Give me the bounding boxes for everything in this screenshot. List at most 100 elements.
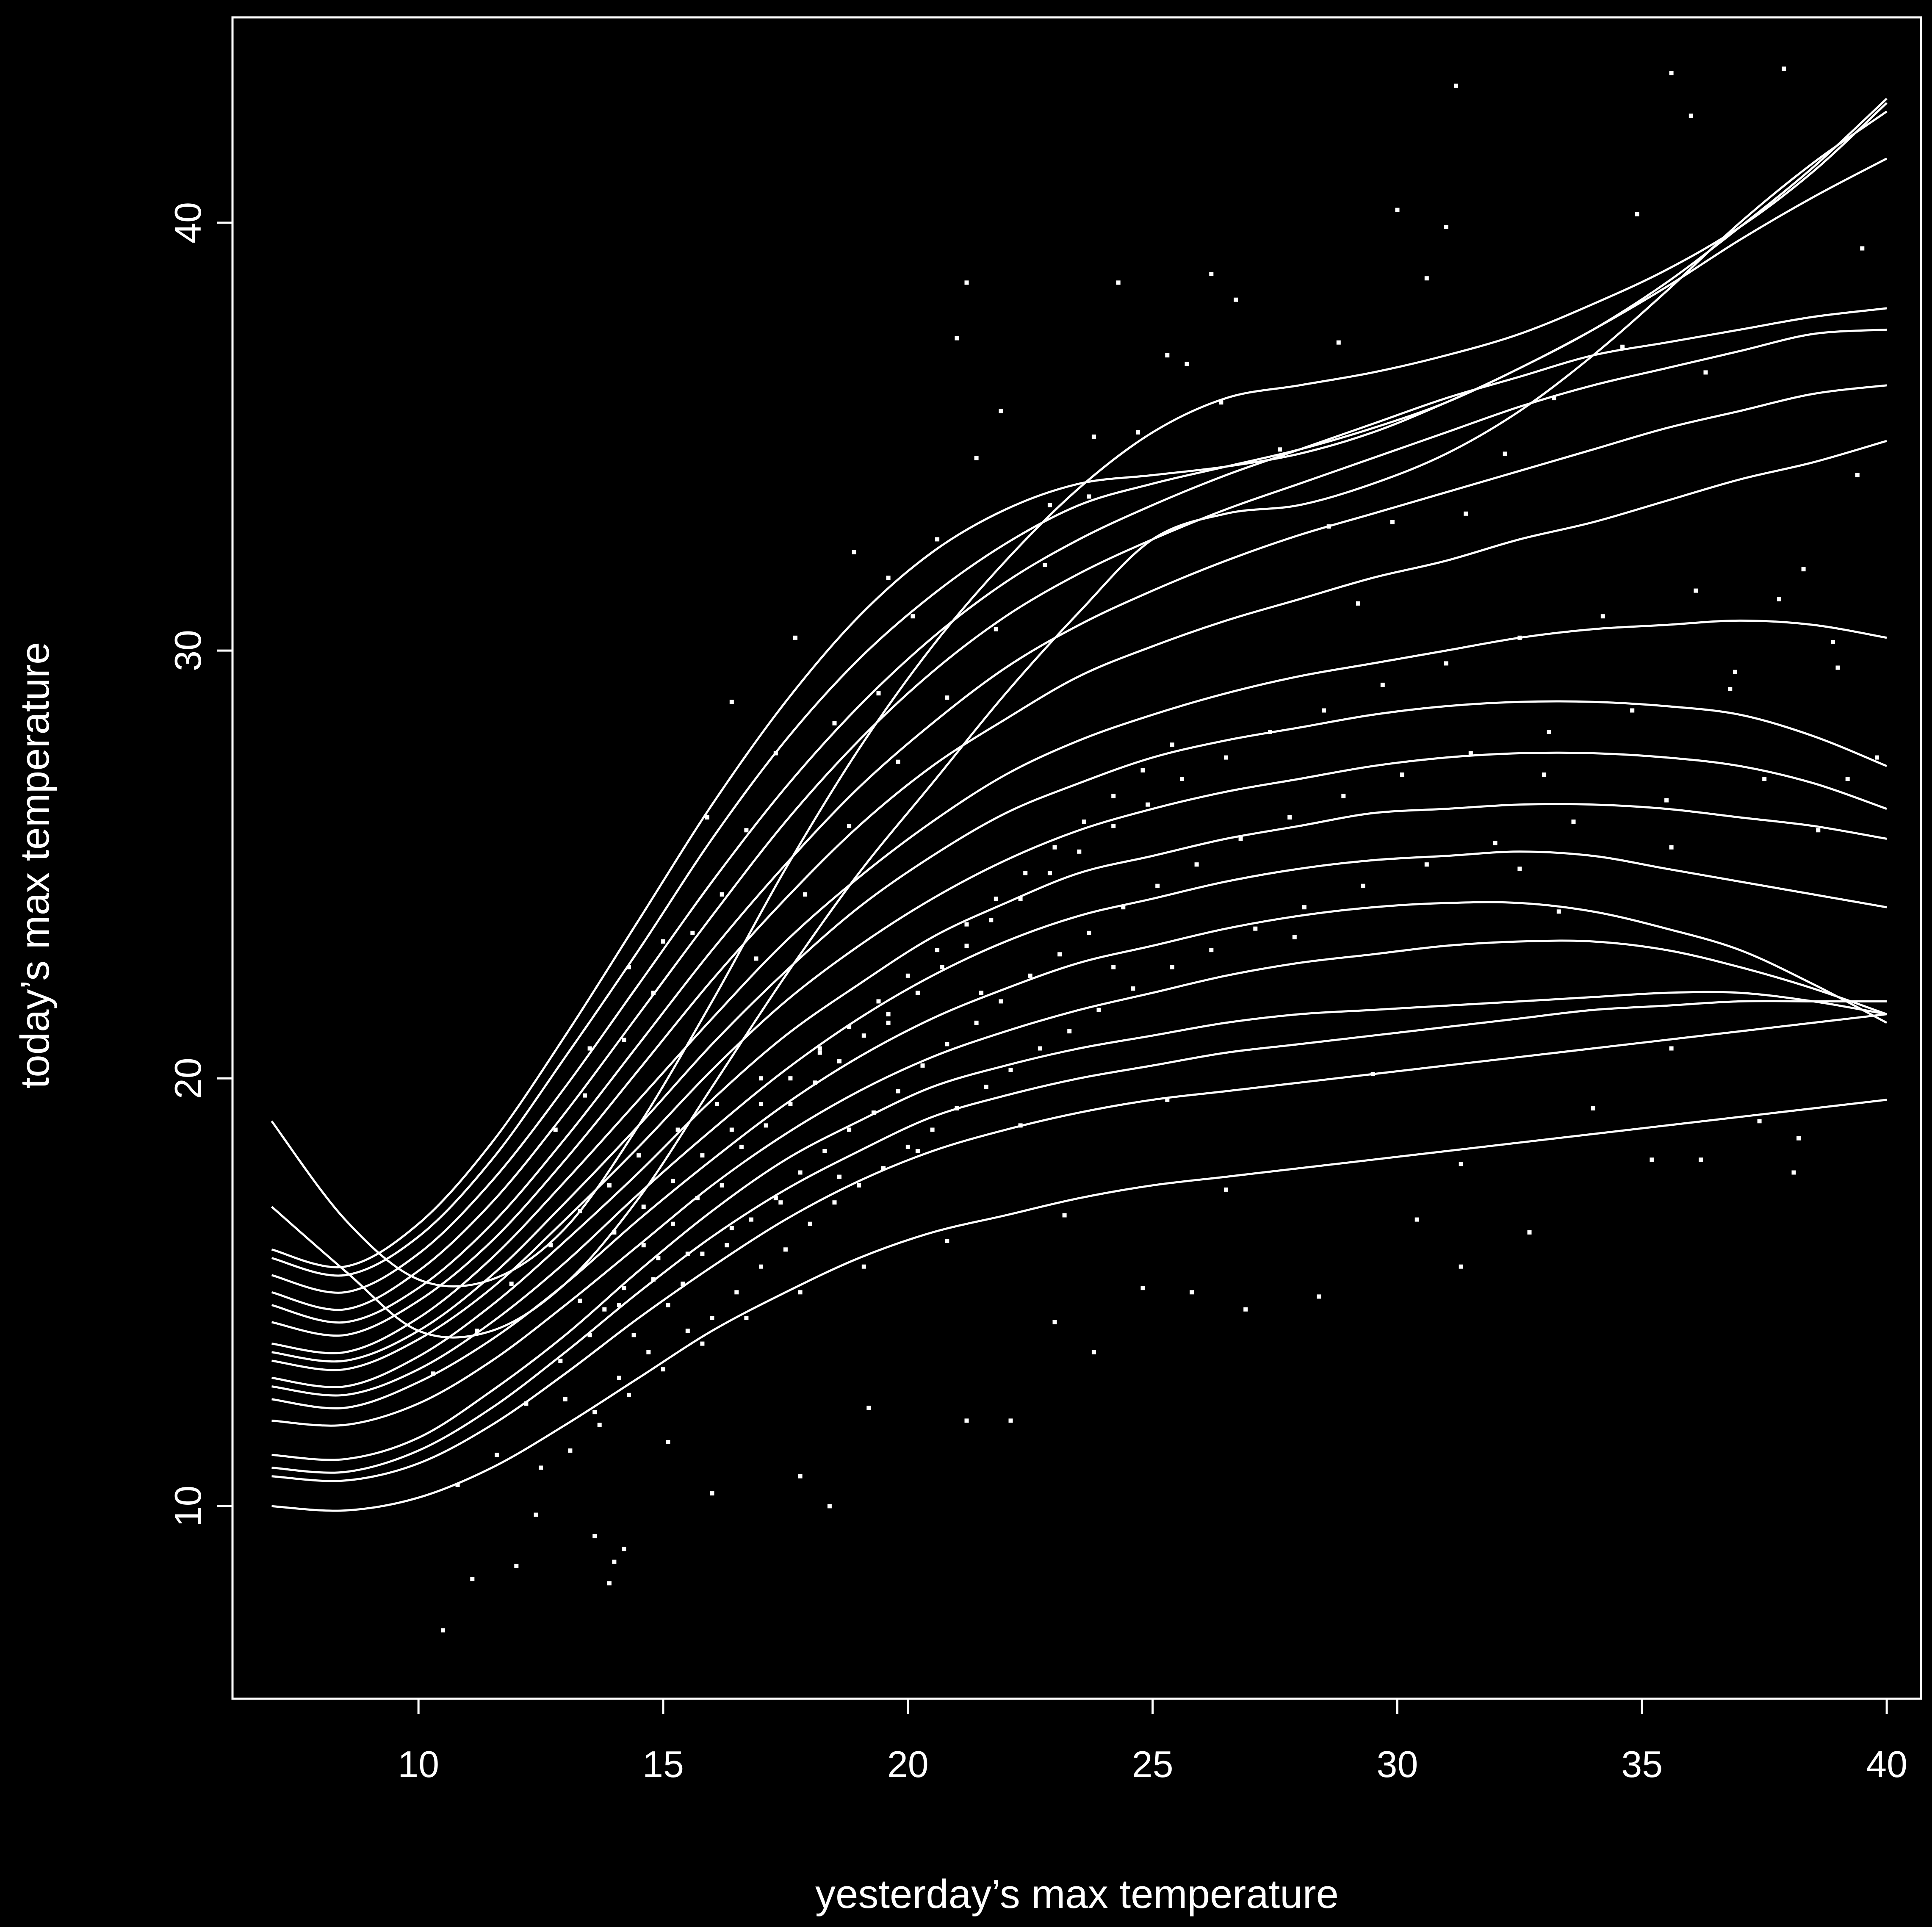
data-point bbox=[675, 1127, 680, 1132]
data-point bbox=[798, 1290, 803, 1295]
data-point bbox=[1087, 494, 1091, 499]
quantile-curve-4 bbox=[271, 991, 1887, 1461]
data-point bbox=[1234, 297, 1238, 302]
data-point bbox=[1444, 225, 1448, 229]
quantile-curve-13 bbox=[271, 384, 1887, 1324]
data-point bbox=[475, 1329, 479, 1333]
data-point bbox=[896, 1089, 900, 1094]
quantile-curve-12 bbox=[271, 440, 1887, 1337]
data-point bbox=[1008, 1418, 1013, 1423]
data-point bbox=[1424, 862, 1429, 867]
data-point bbox=[524, 1401, 529, 1406]
data-point bbox=[964, 280, 969, 285]
data-point bbox=[945, 695, 949, 700]
data-point bbox=[553, 1127, 558, 1132]
data-point bbox=[813, 1080, 817, 1085]
x-tick-label: 35 bbox=[1621, 1743, 1663, 1785]
data-point bbox=[994, 627, 998, 631]
data-point bbox=[798, 1170, 803, 1175]
data-point bbox=[1571, 820, 1576, 824]
data-point bbox=[1542, 772, 1547, 777]
data-point bbox=[974, 1020, 979, 1025]
data-point bbox=[1322, 708, 1326, 713]
data-point bbox=[822, 1149, 827, 1153]
data-point bbox=[1444, 661, 1448, 666]
data-point bbox=[602, 1307, 607, 1312]
data-point bbox=[886, 1020, 891, 1025]
data-point bbox=[705, 815, 709, 820]
data-point bbox=[661, 939, 665, 944]
data-point bbox=[558, 1359, 563, 1363]
data-point bbox=[1317, 1294, 1321, 1299]
data-point bbox=[495, 1453, 499, 1457]
data-point bbox=[617, 1376, 621, 1380]
data-point bbox=[1111, 794, 1116, 798]
data-point bbox=[754, 956, 758, 961]
data-point bbox=[739, 1144, 744, 1149]
data-point bbox=[1556, 909, 1561, 914]
quantile-curve-3 bbox=[271, 1000, 1887, 1474]
data-point bbox=[847, 1025, 852, 1029]
data-point bbox=[1414, 1217, 1419, 1222]
data-point bbox=[612, 1559, 617, 1564]
data-point bbox=[1170, 965, 1174, 969]
data-point bbox=[1047, 871, 1052, 875]
data-point bbox=[1831, 640, 1835, 644]
data-point bbox=[1503, 451, 1507, 456]
x-tick-label: 40 bbox=[1866, 1743, 1907, 1785]
data-point bbox=[857, 1183, 861, 1188]
data-point bbox=[1454, 83, 1459, 88]
data-point bbox=[861, 1033, 866, 1038]
data-point bbox=[1620, 344, 1625, 349]
quantile-curve-11 bbox=[271, 619, 1887, 1354]
data-point bbox=[1591, 1106, 1595, 1110]
scatter-points bbox=[431, 66, 1879, 1633]
data-point bbox=[1688, 114, 1693, 118]
x-tick-label: 25 bbox=[1132, 1743, 1174, 1785]
data-point bbox=[690, 930, 695, 935]
data-point bbox=[1777, 597, 1781, 601]
data-point bbox=[837, 1174, 841, 1179]
data-point bbox=[964, 1418, 969, 1423]
data-point bbox=[1131, 986, 1135, 991]
data-point bbox=[999, 999, 1003, 1004]
data-point bbox=[539, 1465, 543, 1470]
data-point bbox=[725, 1243, 729, 1248]
data-point bbox=[700, 1251, 705, 1256]
x-tick-label: 20 bbox=[887, 1743, 929, 1785]
data-point bbox=[612, 1230, 617, 1235]
data-point bbox=[1703, 370, 1708, 375]
data-point bbox=[1047, 503, 1052, 507]
data-point bbox=[955, 336, 959, 341]
quantile-curve-10 bbox=[271, 700, 1888, 1363]
x-tick-label: 15 bbox=[642, 1743, 684, 1785]
data-point bbox=[509, 1282, 514, 1286]
data-point bbox=[1459, 1264, 1463, 1269]
data-point bbox=[1699, 1157, 1703, 1162]
data-point bbox=[871, 1110, 876, 1115]
data-point bbox=[1292, 935, 1297, 939]
data-point bbox=[911, 614, 915, 619]
data-point bbox=[1336, 340, 1341, 345]
data-point bbox=[568, 1448, 573, 1453]
data-point bbox=[685, 1329, 690, 1333]
data-point bbox=[1028, 973, 1032, 978]
data-point bbox=[1038, 1046, 1042, 1051]
data-point bbox=[1302, 905, 1306, 910]
data-point bbox=[832, 721, 837, 725]
data-point bbox=[1552, 396, 1556, 401]
data-point bbox=[578, 1299, 582, 1303]
data-point bbox=[999, 409, 1003, 413]
data-point bbox=[861, 1264, 866, 1269]
data-point bbox=[989, 918, 994, 922]
data-point bbox=[1341, 794, 1346, 798]
data-point bbox=[641, 1243, 646, 1248]
data-point bbox=[671, 1179, 675, 1183]
data-point bbox=[1669, 1046, 1674, 1051]
data-point bbox=[1082, 820, 1086, 824]
data-point bbox=[984, 1085, 988, 1089]
quantile-curve-9 bbox=[271, 751, 1887, 1371]
data-point bbox=[622, 1038, 626, 1042]
data-point bbox=[1165, 1097, 1170, 1102]
data-point bbox=[1253, 926, 1258, 931]
